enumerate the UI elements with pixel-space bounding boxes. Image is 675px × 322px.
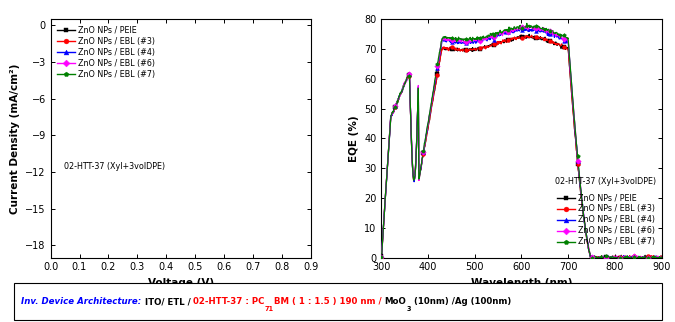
Y-axis label: Current Density (mA/cm²): Current Density (mA/cm²) <box>9 63 20 214</box>
Text: (10nm) /Ag (100nm): (10nm) /Ag (100nm) <box>410 298 511 306</box>
Text: BM ( 1 : 1.5 ) 190 nm /: BM ( 1 : 1.5 ) 190 nm / <box>274 298 384 306</box>
Text: ITO/ ETL /: ITO/ ETL / <box>144 298 193 306</box>
X-axis label: Wavelength (nm): Wavelength (nm) <box>470 278 572 288</box>
Text: Inv. Device Architecture:: Inv. Device Architecture: <box>22 298 144 306</box>
Text: 3: 3 <box>406 306 410 312</box>
Text: 71: 71 <box>265 306 274 312</box>
FancyBboxPatch shape <box>14 283 662 320</box>
Text: MoO: MoO <box>384 298 406 306</box>
Legend: ZnO NPs / PEIE, ZnO NPs / EBL (#3), ZnO NPs / EBL (#4), ZnO NPs / EBL (#6), ZnO : ZnO NPs / PEIE, ZnO NPs / EBL (#3), ZnO … <box>55 24 157 81</box>
X-axis label: Voltage (V): Voltage (V) <box>148 278 213 288</box>
Text: 02-HTT-37 (Xyl+3volDPE): 02-HTT-37 (Xyl+3volDPE) <box>555 176 656 185</box>
Legend: ZnO NPs / PEIE, ZnO NPs / EBL (#3), ZnO NPs / EBL (#4), ZnO NPs / EBL (#6), ZnO : ZnO NPs / PEIE, ZnO NPs / EBL (#3), ZnO … <box>555 191 657 249</box>
Text: 02-HTT-37 : PC: 02-HTT-37 : PC <box>193 298 265 306</box>
Y-axis label: EQE (%): EQE (%) <box>348 115 358 162</box>
Text: 02-HTT-37 (Xyl+3volDPE): 02-HTT-37 (Xyl+3volDPE) <box>63 162 165 171</box>
